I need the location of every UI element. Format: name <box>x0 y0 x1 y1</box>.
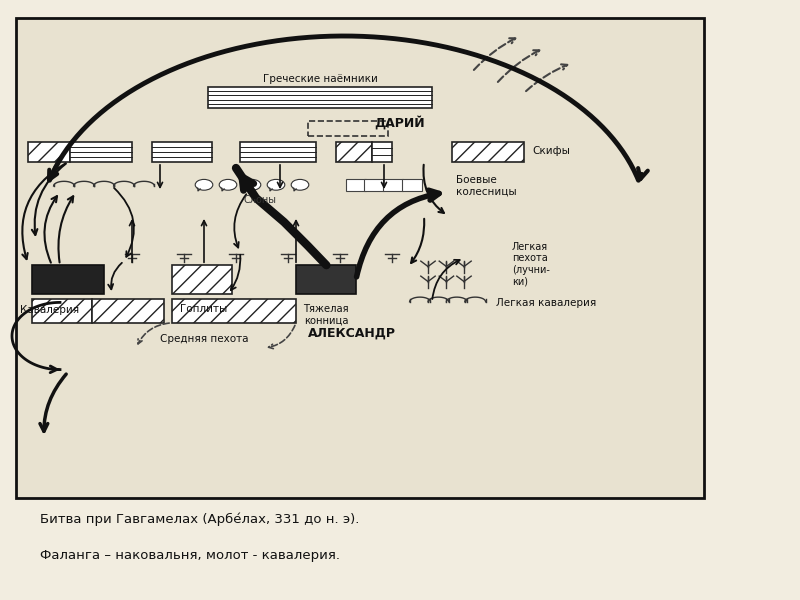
Text: Легкая кавалерия: Легкая кавалерия <box>496 298 596 308</box>
Bar <box>32 265 104 294</box>
Ellipse shape <box>195 179 213 190</box>
Bar <box>152 142 212 162</box>
Text: Гоплиты: Гоплиты <box>180 304 228 314</box>
Bar <box>28 142 70 162</box>
Bar <box>364 179 384 191</box>
Text: Кавалерия: Кавалерия <box>20 305 79 315</box>
Bar <box>383 179 403 191</box>
Ellipse shape <box>243 179 261 190</box>
Text: АЛЕКСАНДР: АЛЕКСАНДР <box>308 327 396 340</box>
Text: ДАРИЙ: ДАРИЙ <box>374 116 426 130</box>
Ellipse shape <box>291 179 309 190</box>
Text: Тяжелая
конница: Тяжелая конница <box>303 304 350 326</box>
Bar <box>172 299 296 323</box>
Bar <box>172 265 232 294</box>
Bar <box>308 121 388 136</box>
Bar <box>402 179 422 191</box>
Text: Фаланга – наковальня, молот - кавалерия.: Фаланга – наковальня, молот - кавалерия. <box>40 548 340 562</box>
Text: Средняя пехота: Средняя пехота <box>160 334 248 344</box>
Ellipse shape <box>219 179 237 190</box>
Bar <box>208 87 432 108</box>
Bar <box>336 142 372 162</box>
Bar <box>372 142 392 162</box>
Bar <box>92 299 164 323</box>
Bar <box>452 142 524 162</box>
Text: Битва при Гавгамелах (Арбе́лах, 331 до н. э).: Битва при Гавгамелах (Арбе́лах, 331 до н… <box>40 512 359 526</box>
Text: Греческие наёмники: Греческие наёмники <box>262 74 378 84</box>
Bar <box>70 142 132 162</box>
Text: Скифы: Скифы <box>532 146 570 156</box>
Bar <box>240 142 316 162</box>
Bar <box>296 265 356 294</box>
Bar <box>32 299 92 323</box>
Text: Легкая
пехота
(лучни-
ки): Легкая пехота (лучни- ки) <box>512 242 550 286</box>
Text: Боевые
колесницы: Боевые колесницы <box>456 175 517 197</box>
Bar <box>346 179 366 191</box>
Bar <box>16 18 704 498</box>
Ellipse shape <box>267 179 285 190</box>
Text: Слоны: Слоны <box>243 195 277 205</box>
